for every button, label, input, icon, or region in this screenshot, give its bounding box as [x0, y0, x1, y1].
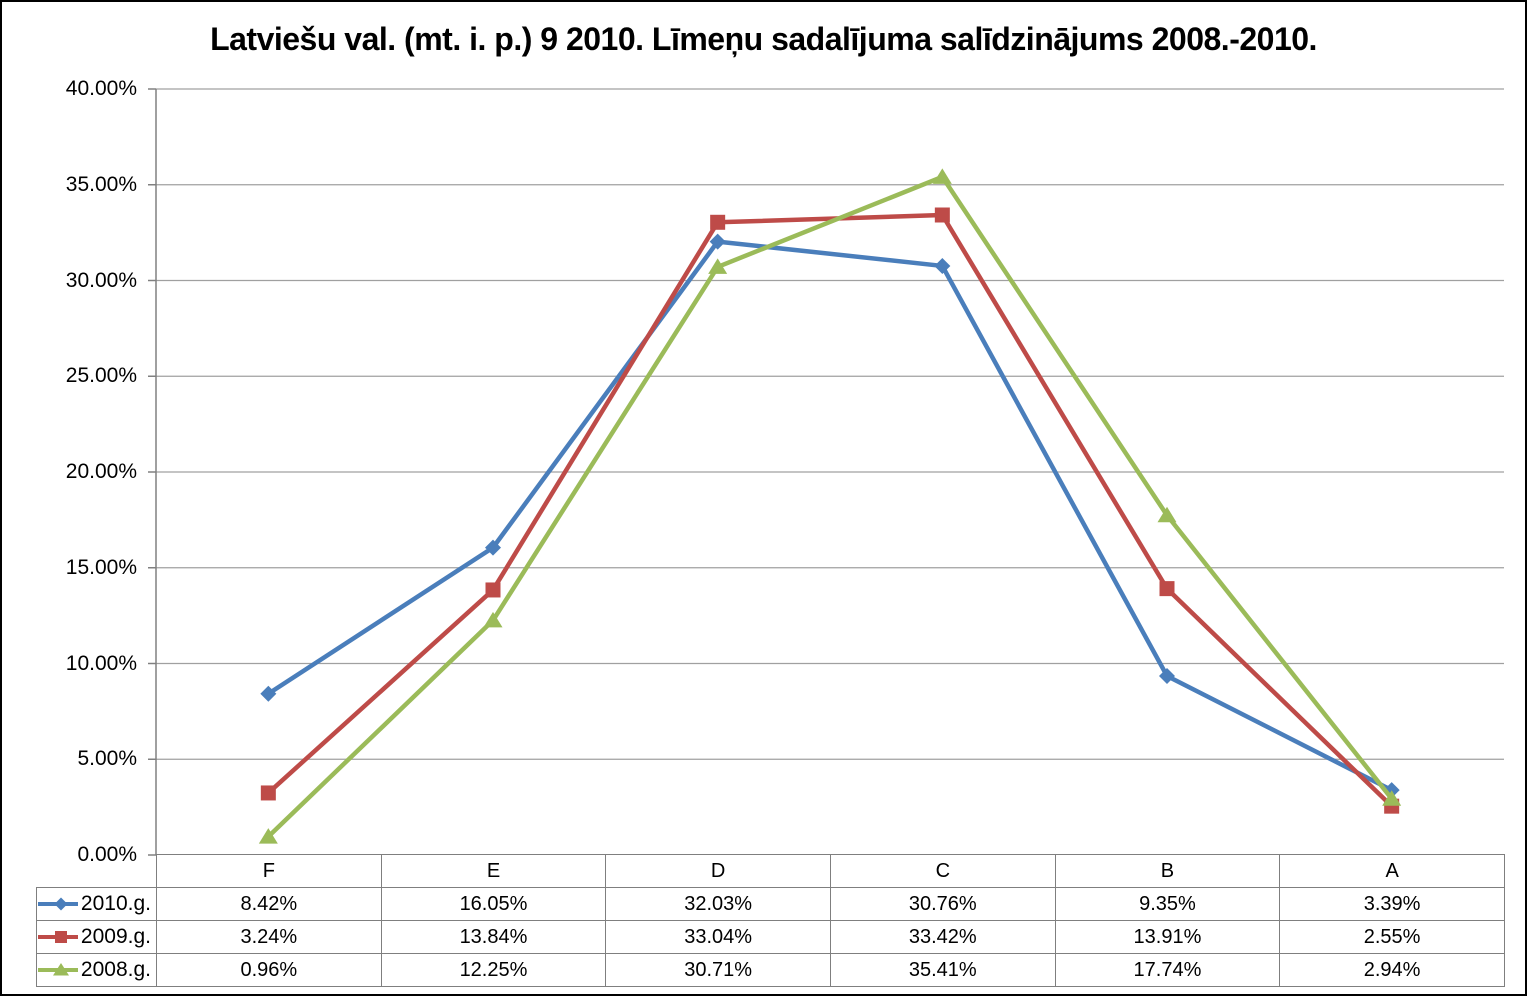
legend-key-triangle-icon: [38, 963, 78, 976]
legend-label: 2010.g.: [80, 892, 151, 915]
table-row-2008g: 2008.g. 0.96% 12.25% 30.71% 35.41% 17.74% 2.94…: [36, 953, 1505, 987]
legend-key-square-icon: [38, 931, 78, 943]
value-cell-2009g-E: 13.84%: [380, 920, 607, 954]
value-cell-2008g-B: 17.74%: [1054, 953, 1281, 987]
diamond-marker: [934, 257, 951, 274]
value-cell-2009g-C: 33.42%: [829, 920, 1056, 954]
square-marker: [485, 582, 501, 598]
value-cell-2009g-F: 3.24%: [156, 920, 382, 954]
diamond-marker: [1159, 667, 1175, 684]
table-row-2009g: 2009.g. 3.24% 13.84% 33.04% 33.42% 13.91% 2.55…: [36, 920, 1505, 954]
value-cell-2008g-E: 12.25%: [380, 953, 607, 987]
y-axis-label: 30.00%: [65, 268, 137, 292]
legend-key-diamond-icon: [38, 897, 78, 911]
triangle-marker: [1382, 790, 1402, 806]
y-axis-label: 25.00%: [65, 364, 137, 388]
value-cell-2010g-B: 9.35%: [1054, 887, 1281, 921]
series-line-2008g: [266, 174, 1394, 839]
square-marker: [260, 785, 276, 801]
square-marker: [710, 214, 726, 230]
triangle-marker: [708, 258, 728, 274]
square-marker: [1159, 581, 1175, 597]
value-cell-2010g-F: 8.42%: [156, 887, 382, 921]
table-corner-blank: [37, 855, 157, 888]
y-axis-label: 40.00%: [65, 77, 137, 100]
category-header-A: A: [1279, 854, 1505, 888]
triangle-marker: [483, 611, 503, 628]
chart-title: Latviešu val. (mt. i. p.) 9 2010. Līmeņu…: [210, 21, 1317, 57]
diamond-marker: [260, 685, 277, 702]
series-line-2009g: [266, 212, 1394, 809]
legend-item: 2008.g.: [36, 953, 157, 987]
series-line-2010g: [266, 239, 1394, 793]
square-marker: [934, 207, 950, 223]
legend-item: 2009.g.: [36, 920, 157, 954]
legend-label: 2009.g.: [80, 925, 151, 948]
value-cell-2010g-C: 30.76%: [829, 887, 1056, 921]
category-header-F: F: [156, 854, 382, 888]
y-axis-label: 0.00%: [77, 843, 137, 866]
value-cell-2009g-A: 2.55%: [1279, 920, 1505, 954]
legend-label: 2008.g.: [80, 958, 151, 981]
value-cell-2010g-D: 32.03%: [605, 887, 831, 921]
y-axis-label: 10.00%: [65, 651, 137, 675]
value-cell-2008g-A: 2.94%: [1279, 953, 1505, 987]
category-header-E: E: [380, 854, 607, 888]
diamond-marker: [709, 233, 726, 250]
data-table: F E D C B A 2010.g. 8.42% 16.05% 32.03% 30.76% 9.35…: [36, 854, 1505, 987]
table-row-2010g: 2010.g. 8.42% 16.05% 32.03% 30.76% 9.35% 3.39%: [36, 887, 1505, 921]
y-axis-label: 15.00%: [65, 555, 137, 579]
value-cell-2008g-F: 0.96%: [156, 953, 382, 987]
y-axis-label: 20.00%: [65, 460, 137, 483]
value-cell-2008g-C: 35.41%: [829, 953, 1056, 987]
triangle-marker: [1157, 506, 1177, 523]
value-cell-2008g-D: 30.71%: [605, 953, 831, 987]
value-cell-2009g-D: 33.04%: [605, 920, 831, 954]
category-header-B: B: [1054, 854, 1281, 888]
value-cell-2009g-B: 13.91%: [1054, 920, 1281, 954]
diamond-marker: [485, 539, 501, 556]
value-cell-2010g-E: 16.05%: [380, 887, 607, 921]
y-axis-label: 5.00%: [77, 747, 137, 771]
value-cell-2010g-A: 3.39%: [1279, 887, 1505, 921]
category-header-C: C: [829, 854, 1056, 888]
category-header-D: D: [605, 854, 831, 888]
triangle-marker: [932, 168, 952, 184]
legend-item: 2010.g.: [36, 887, 157, 921]
y-axis-label: 35.00%: [65, 172, 137, 196]
triangle-marker: [258, 828, 278, 844]
